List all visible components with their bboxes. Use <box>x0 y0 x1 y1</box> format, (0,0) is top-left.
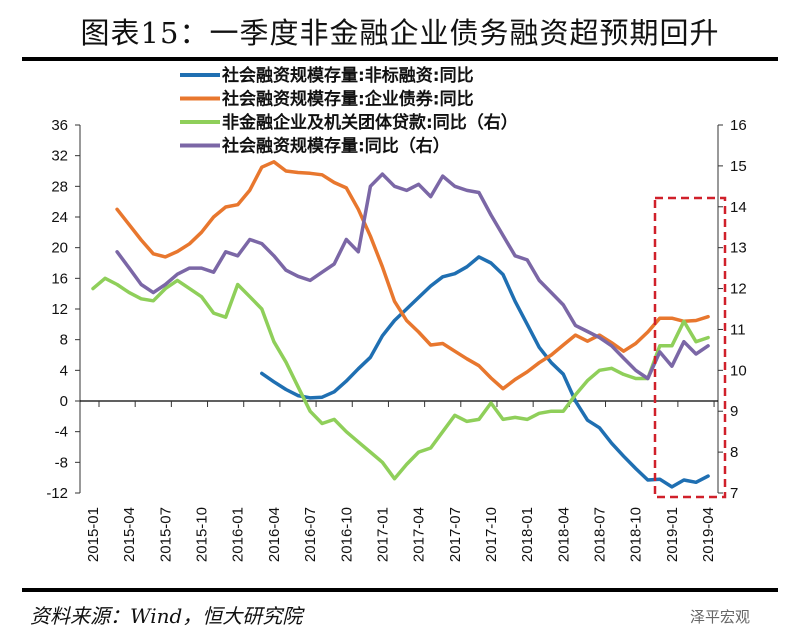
x-tick-label: 2019-01 <box>664 507 681 562</box>
series-line-3 <box>91 276 710 481</box>
x-tick-label: 2017-04 <box>411 507 428 562</box>
x-tick-label: 2016-01 <box>230 507 247 562</box>
x-tick-label: 2016-07 <box>302 507 319 562</box>
x-tick-label: 2017-10 <box>483 507 500 562</box>
chart-title: 图表15：一季度非金融企业债务融资超预期回升 <box>80 16 720 50</box>
left-tick-label: -4 <box>55 424 68 441</box>
title-rule <box>22 57 778 61</box>
right-tick-label: 8 <box>730 444 738 461</box>
x-tick-label: 2015-01 <box>85 507 102 562</box>
watermark: 泽平宏观 <box>690 608 751 626</box>
right-tick-label: 13 <box>730 240 747 257</box>
legend-label-3: 非金融企业及机关团体贷款:同比（右） <box>222 112 518 133</box>
series-line-2 <box>115 160 710 391</box>
x-tick-label: 2018-07 <box>592 507 609 562</box>
x-tick-label: 2017-07 <box>447 507 464 562</box>
legend-label-1: 社会融资规模存量:非标融资:同比 <box>221 65 474 86</box>
right-tick-label: 14 <box>730 199 747 216</box>
legend-label-4: 社会融资规模存量:同比（右） <box>221 136 450 157</box>
left-tick-label: 36 <box>51 117 68 134</box>
left-tick-label: -12 <box>46 485 68 502</box>
x-tick-label: 2018-01 <box>519 507 536 562</box>
x-tick-label: 2015-10 <box>194 507 211 562</box>
right-tick-label: 16 <box>730 117 747 134</box>
x-tick-label: 2016-10 <box>338 507 355 562</box>
x-tick-label: 2019-04 <box>700 507 717 562</box>
legend-label-2: 社会融资规模存量:企业债券:同比 <box>221 89 474 110</box>
right-tick-label: 11 <box>730 321 746 338</box>
x-tick-label: 2018-10 <box>628 507 645 562</box>
left-tick-label: 12 <box>51 301 68 318</box>
left-tick-label: 16 <box>51 270 68 287</box>
right-tick-label: 15 <box>730 158 747 175</box>
left-tick-label: 4 <box>60 362 68 379</box>
right-tick-label: 9 <box>730 403 738 420</box>
series-line-1 <box>260 255 710 489</box>
series-line-4 <box>115 172 710 381</box>
x-tick-label: 2015-07 <box>157 507 174 562</box>
left-tick-label: 28 <box>51 178 68 195</box>
x-tick-label: 2018-04 <box>555 507 572 562</box>
left-tick-label: 32 <box>51 148 68 165</box>
right-tick-label: 10 <box>730 362 747 379</box>
left-tick-label: 8 <box>60 332 68 349</box>
footer-rule <box>22 588 778 592</box>
left-tick-label: 0 <box>60 393 68 410</box>
right-tick-label: 12 <box>730 281 747 298</box>
source-note: 资料来源：Wind，恒大研究院 <box>30 604 303 628</box>
left-tick-label: 20 <box>51 240 68 257</box>
x-tick-label: 2016-04 <box>266 507 283 562</box>
left-tick-label: -8 <box>55 454 68 471</box>
x-tick-label: 2017-01 <box>374 507 391 562</box>
left-tick-label: 24 <box>51 209 68 226</box>
highlight-box <box>653 196 727 499</box>
x-tick-label: 2015-04 <box>121 507 138 562</box>
right-tick-label: 7 <box>730 485 738 502</box>
